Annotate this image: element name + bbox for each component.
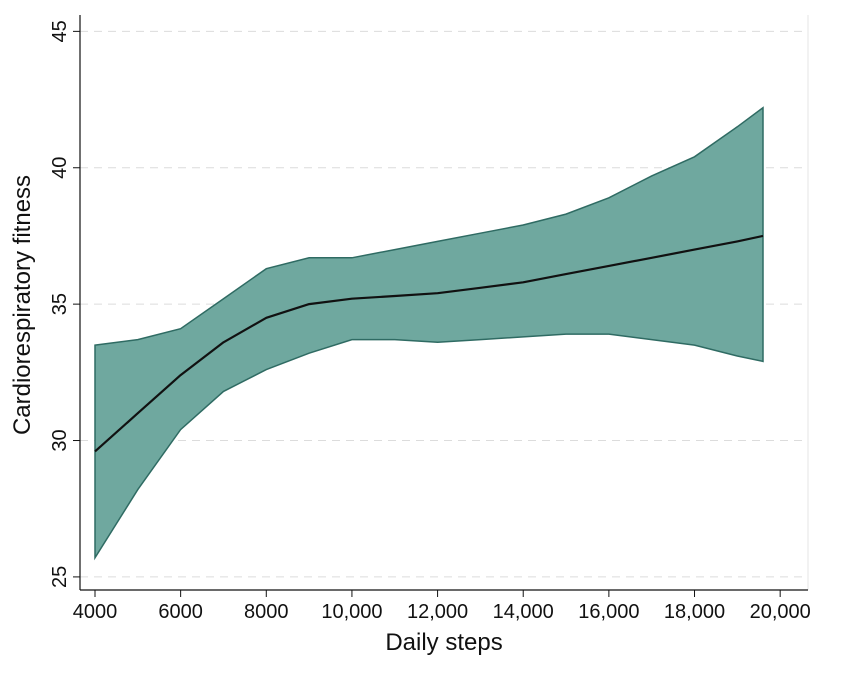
- y-tick-label: 25: [49, 566, 71, 588]
- y-tick-label: 40: [49, 157, 71, 179]
- x-tick-label: 12,000: [407, 601, 468, 623]
- x-tick-label: 10,000: [321, 601, 382, 623]
- x-tick-label: 4000: [73, 601, 118, 623]
- y-tick-label: 30: [49, 429, 71, 451]
- x-tick-label: 18,000: [664, 601, 725, 623]
- confidence-band: [94, 106, 764, 561]
- x-tick-label: 14,000: [493, 601, 554, 623]
- x-tick-label: 8000: [244, 601, 289, 623]
- y-axis-title: Cardiorespiratory fitness: [9, 175, 36, 435]
- y-tick-label: 45: [49, 20, 71, 42]
- fit-line: [94, 234, 764, 453]
- x-tick-label: 20,000: [750, 601, 811, 623]
- y-tick-label: 35: [49, 293, 71, 315]
- x-axis-title: Daily steps: [385, 629, 502, 656]
- x-tick-label: 16,000: [578, 601, 639, 623]
- x-tick-label: 6000: [158, 601, 203, 623]
